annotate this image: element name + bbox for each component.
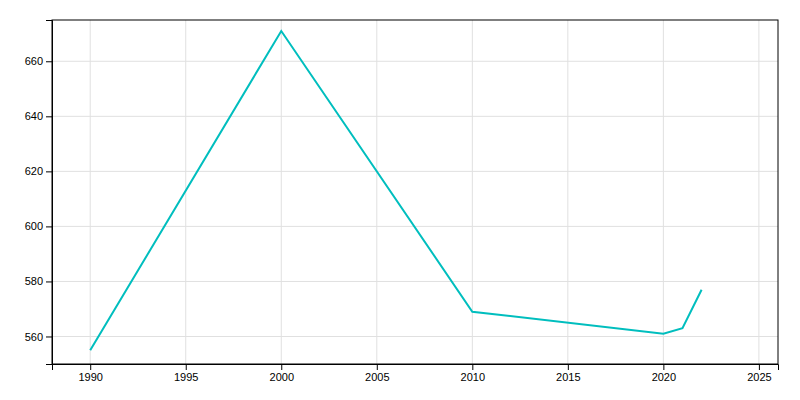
x-tick-mark [186, 364, 187, 370]
x-tick: 1990 [78, 364, 102, 383]
x-tick-label: 1995 [174, 371, 198, 383]
y-tick-label: 580 [25, 275, 43, 287]
x-tick: 2005 [365, 364, 389, 383]
x-tick: 1995 [174, 364, 198, 383]
x-tick: 2015 [556, 364, 580, 383]
x-tick: 2025 [747, 364, 771, 383]
chart-container: 1990 1995 2000 2005 2010 2015 2020 2025 560 580 60… [0, 0, 800, 400]
grid-line-x [90, 20, 91, 364]
x-tick-mark [90, 364, 91, 370]
y-tick-label: 660 [25, 55, 43, 67]
y-tick-mark [46, 116, 52, 117]
y-tick: 620 [25, 165, 52, 177]
grid-line-x [376, 20, 377, 364]
x-tick-label: 2010 [461, 371, 485, 383]
grid-line-y [52, 336, 778, 337]
grid-line-x [663, 20, 664, 364]
grid-line-y [52, 281, 778, 282]
y-tick: 600 [25, 220, 52, 232]
y-tick-label: 640 [25, 110, 43, 122]
grid [52, 20, 778, 364]
x-tick-mark [377, 364, 378, 370]
x-axis-line [53, 365, 779, 371]
x-axis: 1990 1995 2000 2005 2010 2015 2020 2025 [53, 364, 779, 383]
plot-frame [52, 20, 778, 364]
x-tick-label: 2000 [270, 371, 294, 383]
y-axis-line [46, 21, 53, 365]
line [90, 31, 701, 350]
chart-svg: 1990 1995 2000 2005 2010 2015 2020 2025 560 580 60… [0, 0, 800, 400]
y-tick-label: 620 [25, 165, 43, 177]
x-tick-mark [281, 364, 282, 370]
y-tick-label: 600 [25, 220, 43, 232]
x-tick-mark [568, 364, 569, 370]
x-tick: 2020 [652, 364, 676, 383]
y-tick-mark [46, 336, 52, 337]
x-tick: 2010 [461, 364, 485, 383]
marks [90, 31, 701, 350]
x-tick: 2000 [270, 364, 294, 383]
grid-line-y [52, 171, 778, 172]
x-tick-mark [472, 364, 473, 370]
y-tick: 660 [25, 55, 52, 67]
grid-line-y [52, 61, 778, 62]
plot-area: 1990 1995 2000 2005 2010 2015 2020 2025 560 580 60… [25, 20, 779, 383]
y-tick: 560 [25, 331, 52, 343]
x-tick-label: 1990 [78, 371, 102, 383]
x-tick-label: 2025 [747, 371, 771, 383]
y-tick: 640 [25, 110, 52, 122]
x-tick-label: 2015 [556, 371, 580, 383]
y-tick-mark [46, 171, 52, 172]
x-tick-label: 2020 [652, 371, 676, 383]
grid-line-x [758, 20, 759, 364]
y-tick-label: 560 [25, 331, 43, 343]
grid-line-x [567, 20, 568, 364]
y-tick-mark [46, 281, 52, 282]
x-tick-mark [663, 364, 664, 370]
grid-line-x [281, 20, 282, 364]
x-tick-mark [759, 364, 760, 370]
x-tick-label: 2005 [365, 371, 389, 383]
y-tick: 580 [25, 275, 52, 287]
grid-line-y [52, 116, 778, 117]
y-axis: 560 580 600 620 640 660 [25, 21, 53, 365]
y-tick-mark [46, 61, 52, 62]
y-tick-mark [46, 226, 52, 227]
